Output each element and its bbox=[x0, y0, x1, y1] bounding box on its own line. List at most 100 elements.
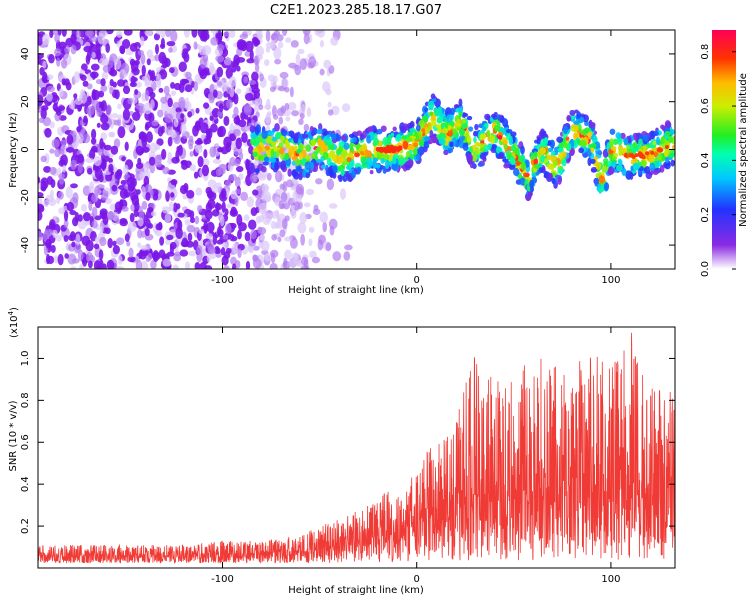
spectrogram-cell bbox=[42, 60, 47, 69]
spectrogram-cell bbox=[512, 168, 520, 177]
spectrogram-cell bbox=[301, 158, 306, 165]
spectrogram-cell bbox=[382, 137, 389, 146]
spectrogram-cell bbox=[469, 160, 474, 169]
spectrogram-cell bbox=[258, 202, 267, 215]
spectrogram-cell bbox=[249, 138, 257, 146]
spectrogram-cell bbox=[590, 146, 595, 154]
spectrogram-cell bbox=[114, 201, 123, 212]
spectrogram-cell bbox=[217, 126, 224, 138]
spectrogram-cell bbox=[503, 163, 510, 169]
spectrogram-cell bbox=[90, 128, 97, 140]
spectrogram-cell bbox=[474, 123, 479, 131]
spectrogram-cell bbox=[168, 47, 173, 53]
spectrogram-cell bbox=[252, 189, 259, 196]
spectrogram-cell bbox=[272, 75, 278, 84]
spectrogram-cell bbox=[323, 59, 332, 69]
spectrogram-cell bbox=[402, 140, 409, 150]
spectrogram-cell bbox=[623, 137, 629, 146]
spectrogram-cell bbox=[240, 112, 246, 120]
spectrogram-cell bbox=[88, 260, 93, 269]
spectrogram-cell bbox=[75, 233, 81, 246]
spectrogram-cell bbox=[364, 149, 369, 158]
spectrogram-cell bbox=[311, 152, 316, 158]
spectrogram-cell bbox=[285, 179, 294, 188]
spectrogram-cell bbox=[53, 255, 59, 264]
spectrogram-cell bbox=[656, 136, 660, 146]
spectrogram-cell bbox=[140, 230, 146, 238]
spectrogram-cell bbox=[343, 251, 351, 261]
spectrogram-cell bbox=[384, 160, 390, 170]
spectrogram-cell bbox=[244, 231, 251, 242]
snr-panel: -100 0 100 0.2 0.4 0.6 0.8 1.0 Height of strai… bbox=[7, 307, 676, 596]
spectrogram-cell bbox=[310, 130, 316, 137]
spectrogram-cell bbox=[60, 139, 67, 146]
spectrogram-cell bbox=[281, 78, 289, 88]
spectrogram-cell bbox=[284, 236, 293, 242]
spectrogram-cell bbox=[505, 129, 513, 134]
spectrogram-cell bbox=[280, 191, 288, 202]
spectrogram-cell bbox=[344, 244, 353, 251]
spectrogram-cell bbox=[266, 172, 272, 181]
spectrogram-cell bbox=[124, 233, 130, 242]
spectrogram-cell bbox=[257, 154, 263, 162]
spectrogram-cell bbox=[60, 58, 68, 69]
spectrogram-cell bbox=[70, 159, 78, 170]
spectrogram-cell bbox=[269, 39, 276, 50]
spectrogram-cell bbox=[58, 88, 64, 97]
spectrogram-cell bbox=[486, 129, 491, 138]
spectrogram-cell bbox=[632, 162, 640, 171]
spectrogram-cell bbox=[186, 189, 195, 199]
spectrogram-cell bbox=[566, 114, 572, 122]
spectrogram-cell bbox=[96, 43, 101, 55]
spectrogram-cell bbox=[234, 259, 241, 269]
spectrogram-cell bbox=[595, 161, 602, 170]
spectrogram-cell bbox=[427, 100, 435, 109]
spectrogram-cell bbox=[109, 86, 114, 95]
spectrogram-cell bbox=[407, 122, 414, 129]
spectrogram-cell bbox=[412, 149, 418, 154]
spectrogram-cell bbox=[137, 228, 143, 239]
colorbar-tick-label: 0.4 bbox=[700, 152, 711, 168]
spectrogram-cell bbox=[127, 183, 135, 192]
spectrogram-cell bbox=[88, 43, 98, 56]
spectrogram-cell bbox=[409, 153, 415, 160]
spectrogram-cell bbox=[328, 203, 338, 209]
spectrogram-cell bbox=[100, 78, 106, 87]
spectrogram-cell bbox=[301, 133, 309, 139]
spectrogram-cell bbox=[301, 104, 306, 114]
spectrogram-cell bbox=[207, 246, 216, 255]
spectrogram-cell bbox=[107, 237, 114, 249]
spectrogram-cell bbox=[154, 154, 162, 164]
spectrogram-cell bbox=[143, 102, 153, 115]
spectrogram-cell bbox=[298, 142, 304, 150]
spectrogram-cell bbox=[638, 151, 643, 156]
spectrogram-cell bbox=[299, 112, 305, 120]
spectrogram-cell bbox=[462, 142, 469, 151]
spectrogram-cell bbox=[135, 162, 144, 169]
spectrogram-cell bbox=[134, 59, 140, 66]
spectrogram-cell bbox=[629, 153, 634, 158]
colorbar-tick-label: 0.0 bbox=[700, 261, 711, 277]
spectrogram-cell bbox=[56, 57, 61, 67]
spectrogram-cell bbox=[223, 265, 230, 269]
spectrogram-cell bbox=[112, 245, 120, 255]
snr-y-tick-label: 0.6 bbox=[20, 434, 31, 450]
spectrogram-cell bbox=[502, 158, 509, 163]
spectrogram-cell bbox=[179, 249, 189, 257]
spectrogram-cell bbox=[304, 161, 312, 170]
spectrogram-cell bbox=[141, 146, 150, 153]
spectrogram-cell bbox=[75, 30, 81, 40]
spectrogram-cell bbox=[660, 124, 665, 130]
spectrogram-cell bbox=[49, 121, 55, 129]
spectrogram-cell bbox=[42, 71, 48, 84]
spectrogram-cell bbox=[172, 264, 179, 269]
spectrogram-cell bbox=[629, 172, 634, 180]
spectrogram-cell bbox=[215, 168, 222, 177]
spectrogram-cell bbox=[271, 136, 278, 142]
spectrogram-cell bbox=[154, 144, 161, 151]
spectrogram-cell bbox=[188, 143, 194, 150]
spectrogram-cell bbox=[275, 131, 282, 139]
spectrogram-cell bbox=[80, 203, 88, 212]
spectrogram-cell bbox=[102, 65, 111, 73]
spectrogram-cell bbox=[82, 80, 89, 87]
